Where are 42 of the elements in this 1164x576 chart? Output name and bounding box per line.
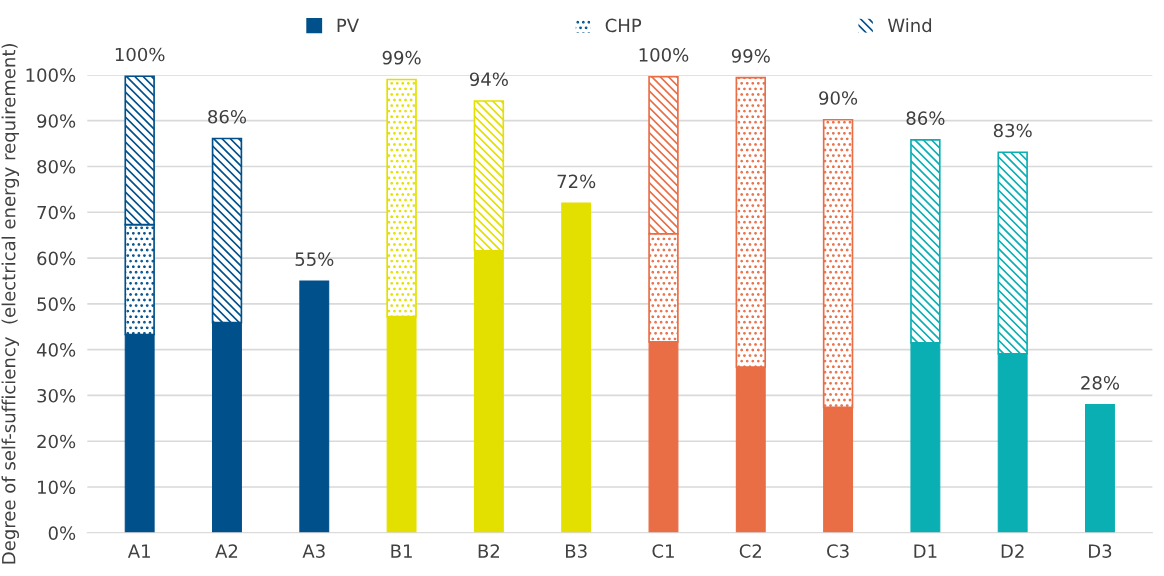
total-label: 100% — [115, 47, 165, 62]
legend-label: Wind — [887, 18, 932, 33]
x-tick-label: B2 — [478, 544, 500, 558]
bar — [561, 202, 592, 533]
y-tick-label: 10% — [38, 480, 76, 495]
y-tick-label: 100% — [26, 68, 76, 82]
total-label: 72% — [557, 174, 596, 189]
x-tick-label: C3 — [827, 544, 849, 558]
total-label: 55% — [295, 252, 334, 266]
x-tick-label: A1 — [127, 544, 150, 558]
total-label: 100% — [639, 48, 689, 62]
bar — [1085, 404, 1115, 533]
total-label: 99% — [731, 49, 770, 63]
legend-label: PV — [337, 18, 359, 32]
x-tick-label: B3 — [566, 544, 587, 558]
total-label: 86% — [208, 109, 247, 124]
y-tick-label: 50% — [37, 297, 76, 311]
total-label: 99% — [382, 50, 421, 65]
y-tick-label: 70% — [37, 205, 76, 220]
y-tick-label: 90% — [37, 114, 76, 128]
x-tick-label: D3 — [1089, 544, 1112, 558]
y-tick-label: 0% — [48, 526, 76, 540]
total-label: 94% — [469, 72, 508, 87]
total-label: 83% — [993, 123, 1032, 138]
x-tick-label: D2 — [1001, 544, 1024, 558]
total-label: 90% — [819, 91, 858, 105]
y-tick-label: 40% — [36, 343, 76, 357]
x-tick-label: C1 — [652, 544, 674, 558]
y-tick-label: 60% — [37, 251, 76, 266]
y-tick-label: 80% — [37, 159, 76, 174]
legend-label: CHP — [605, 18, 642, 33]
total-label: 28% — [1081, 375, 1120, 390]
total-label: 86% — [906, 111, 945, 125]
y-tick-label: 20% — [37, 434, 76, 449]
y-tick-label: 30% — [37, 388, 76, 403]
x-tick-label: A3 — [302, 544, 325, 558]
x-tick-label: B1 — [391, 544, 412, 558]
x-tick-label: D1 — [914, 544, 937, 558]
x-tick-label: C2 — [739, 544, 762, 558]
y-axis-title: Degree of self-sufficiency (electrical energy requirement) — [1, 44, 20, 564]
x-tick-label: A2 — [215, 544, 238, 558]
bar — [299, 280, 330, 533]
